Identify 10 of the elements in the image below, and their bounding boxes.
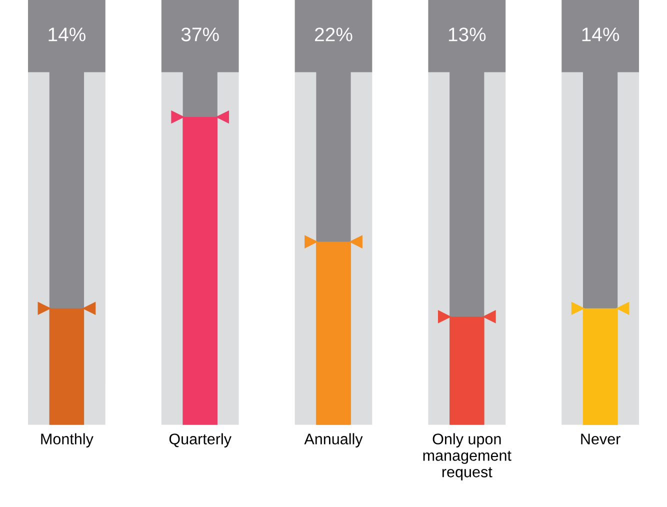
x-tick-label: Annually: [304, 433, 363, 448]
data-label: 37%: [181, 28, 219, 42]
x-tick-label: Monthly: [41, 433, 94, 448]
x-tick-label: Only upon management request: [423, 433, 512, 480]
data-label: 14%: [48, 28, 86, 42]
data-label: 22%: [315, 28, 352, 42]
data-label: 14%: [582, 28, 620, 42]
x-tick-label: Quarterly: [169, 433, 232, 448]
data-label: 13%: [448, 28, 486, 42]
x-tick-label: Never: [581, 434, 620, 444]
